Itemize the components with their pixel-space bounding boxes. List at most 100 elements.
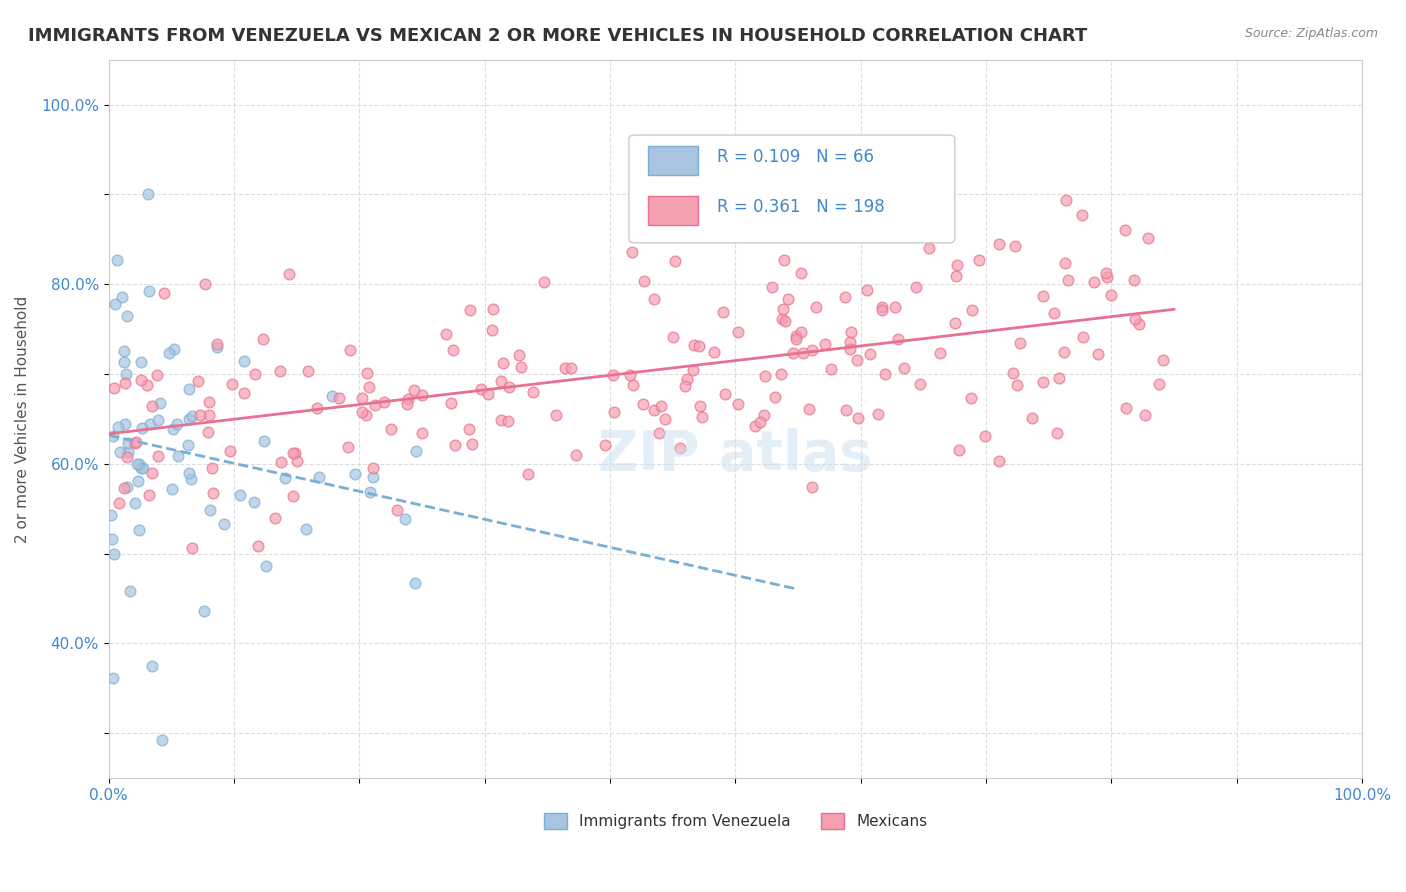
Point	[188, 408, 211, 422]
Point	[1046, 425, 1069, 440]
Point	[470, 382, 492, 396]
Point	[117, 445, 139, 459]
Point	[489, 375, 512, 389]
Point	[1128, 317, 1150, 331]
Point	[278, 268, 301, 282]
Point	[905, 280, 928, 294]
Legend: Immigrants from Venezuela, Mexicans: Immigrants from Venezuela, Mexicans	[537, 807, 934, 835]
Point	[945, 258, 967, 272]
Point	[754, 368, 776, 383]
Point	[380, 422, 402, 436]
Point	[1123, 311, 1146, 326]
Point	[457, 422, 479, 436]
Point	[254, 559, 277, 574]
FancyBboxPatch shape	[648, 196, 697, 225]
Point	[1099, 287, 1122, 301]
Point	[711, 305, 734, 319]
Point	[461, 436, 484, 450]
Point	[1002, 366, 1025, 380]
Point	[405, 443, 427, 458]
Point	[770, 367, 793, 381]
Point	[193, 604, 215, 618]
Point	[181, 541, 204, 555]
Point	[163, 342, 186, 356]
Point	[162, 422, 184, 436]
Point	[765, 390, 787, 404]
Point	[343, 467, 366, 482]
Point	[974, 429, 997, 443]
Text: ZIP atlas: ZIP atlas	[598, 428, 873, 482]
Point	[117, 436, 139, 450]
Point	[676, 372, 699, 386]
Point	[544, 409, 567, 423]
Point	[1147, 377, 1170, 392]
Point	[245, 367, 267, 381]
Point	[673, 378, 696, 392]
Point	[112, 355, 135, 369]
Point	[252, 332, 274, 346]
Point	[138, 284, 160, 298]
Point	[870, 301, 893, 315]
Point	[166, 417, 188, 431]
Point	[283, 489, 305, 503]
Point	[105, 252, 128, 267]
Text: Source: ZipAtlas.com: Source: ZipAtlas.com	[1244, 27, 1378, 40]
Point	[328, 391, 350, 405]
Point	[356, 366, 378, 380]
Point	[689, 399, 711, 413]
Point	[1053, 256, 1076, 270]
Point	[201, 461, 224, 475]
Point	[703, 344, 725, 359]
Point	[270, 455, 292, 469]
Point	[115, 309, 138, 323]
Point	[509, 360, 531, 375]
Point	[458, 302, 481, 317]
Point	[1083, 275, 1105, 289]
Point	[1010, 336, 1032, 351]
FancyBboxPatch shape	[628, 135, 955, 243]
Point	[492, 356, 515, 370]
Point	[198, 408, 221, 422]
Point	[202, 485, 225, 500]
Point	[297, 364, 319, 378]
Point	[682, 363, 704, 377]
Point	[839, 334, 862, 349]
Point	[124, 496, 146, 510]
Point	[1057, 273, 1080, 287]
Point	[893, 361, 915, 376]
Point	[125, 435, 148, 450]
Point	[295, 522, 318, 536]
Point	[180, 472, 202, 486]
Point	[522, 385, 544, 400]
FancyBboxPatch shape	[648, 145, 697, 175]
Point	[101, 428, 124, 442]
Point	[859, 346, 882, 360]
Y-axis label: 2 or more Vehicles in Household: 2 or more Vehicles in Household	[15, 295, 30, 542]
Point	[129, 461, 152, 475]
Point	[516, 467, 538, 482]
Point	[945, 317, 967, 331]
Point	[1007, 378, 1029, 392]
Point	[114, 376, 136, 390]
Point	[284, 446, 307, 460]
Point	[394, 512, 416, 526]
Point	[1047, 370, 1070, 384]
Point	[960, 303, 983, 318]
Point	[714, 387, 737, 401]
Point	[321, 389, 343, 403]
Point	[1032, 289, 1054, 303]
Point	[845, 353, 868, 368]
Point	[101, 532, 124, 546]
Point	[100, 508, 122, 523]
Point	[839, 325, 862, 339]
Point	[160, 482, 183, 496]
Point	[138, 488, 160, 502]
Point	[834, 290, 856, 304]
Point	[1070, 208, 1092, 222]
Point	[444, 438, 467, 452]
Point	[1123, 273, 1146, 287]
Point	[187, 375, 209, 389]
Point	[139, 417, 162, 432]
Point	[114, 417, 136, 431]
Point	[848, 410, 870, 425]
